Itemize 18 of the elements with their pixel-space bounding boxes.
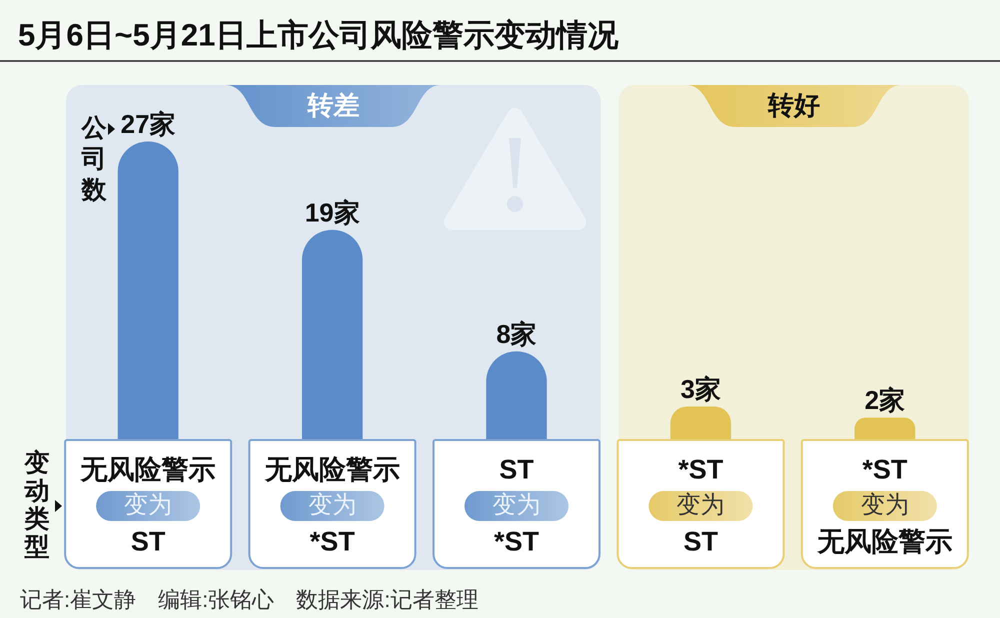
x-tick-label: *ST变为无风险警示 xyxy=(816,454,952,556)
data-label: 2家 xyxy=(864,385,906,416)
band-label: 转好 xyxy=(766,90,820,120)
bar xyxy=(670,406,732,440)
text: 记者:崔文静 编辑:张铭心 数据来源:记者整理 xyxy=(20,587,478,612)
bar xyxy=(854,418,916,440)
x-axis-title: 变动类型 xyxy=(24,448,50,561)
data-label: 3家 xyxy=(680,374,721,404)
band-label: 转差 xyxy=(306,90,360,120)
x-tick-label: ST变为*ST xyxy=(492,454,540,556)
y-axis-title: 公司数 xyxy=(80,114,108,204)
chart-title: 5月6日~5月21日上市公司风险警示变动情况 xyxy=(18,18,620,53)
data-label: 19家 xyxy=(304,197,360,228)
x-tick-label: 无风险警示变为*ST xyxy=(264,454,400,556)
x-tick-label: *ST变为ST xyxy=(676,454,725,556)
data-label: 8家 xyxy=(496,318,537,349)
x-tick-label: 无风险警示变为ST xyxy=(80,454,216,556)
data-label: 27家 xyxy=(120,108,176,139)
